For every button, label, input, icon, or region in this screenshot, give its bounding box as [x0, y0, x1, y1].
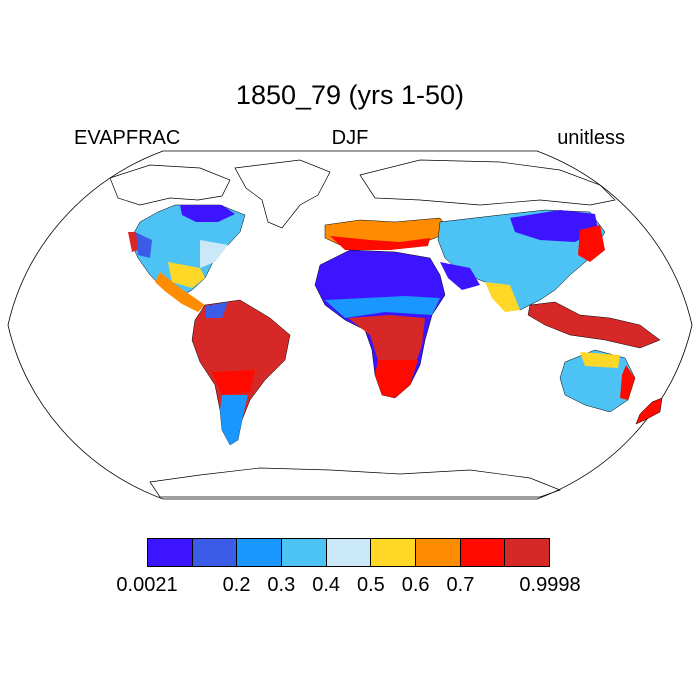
us-south — [168, 262, 205, 288]
se-asia-region — [527, 301, 661, 349]
colorbar-tick-label: 0.7 — [446, 574, 475, 596]
greenland-coast — [234, 159, 331, 229]
sa-south — [220, 395, 248, 445]
colorbar-swatch-2 — [237, 539, 283, 566]
colorbar-tick-label: 0.2 — [222, 574, 251, 596]
australia-east — [620, 365, 635, 400]
antarctica-coast — [149, 467, 561, 498]
india-region — [485, 282, 520, 312]
colorbar-swatch-6 — [416, 539, 461, 566]
season-label: DJF — [331, 127, 369, 149]
colorbar-tick-label: 0.4 — [312, 574, 341, 596]
colorbar-swatch-1 — [192, 539, 238, 566]
us-west — [135, 232, 152, 258]
colorbar-swatch-0 — [148, 539, 193, 566]
us-east — [200, 240, 228, 268]
colorbar-swatch-5 — [371, 539, 417, 566]
mexico-region — [155, 272, 205, 312]
east-asia-coast — [578, 225, 605, 262]
new-zealand — [635, 397, 663, 425]
west-coast-red — [128, 232, 138, 252]
australia-north — [580, 352, 620, 368]
middle-east — [440, 262, 480, 290]
colorbar-tick-label: 0.9998 — [519, 574, 581, 596]
colorbar-swatch-8 — [505, 539, 550, 566]
africa-south — [375, 360, 418, 398]
siberia-coast — [359, 159, 616, 206]
canada-low — [180, 205, 235, 222]
arctic-canada-coast — [109, 164, 231, 206]
siberia-low — [510, 210, 598, 242]
colorbar-tick-label: 0.6 — [401, 574, 430, 596]
colorbar-tick-label: 0.3 — [267, 574, 296, 596]
colorbar-tick-label: 0.0021 — [116, 574, 178, 596]
colorbar-swatch-4 — [326, 539, 372, 566]
variable-label: EVAPFRAC — [74, 127, 181, 149]
sa-middle — [212, 370, 255, 395]
europe-south — [330, 236, 430, 250]
sa-northwest — [206, 302, 228, 318]
africa-central — [348, 315, 425, 370]
colorbar-tick-label: 0.5 — [356, 574, 385, 596]
colorbar-swatch-7 — [460, 539, 506, 566]
africa-sahel — [325, 296, 440, 318]
plot-title: 1850_79 (yrs 1-50) — [235, 80, 465, 110]
colorbar — [147, 538, 550, 567]
units-label: unitless — [557, 127, 625, 149]
colorbar-swatch-3 — [282, 539, 327, 566]
